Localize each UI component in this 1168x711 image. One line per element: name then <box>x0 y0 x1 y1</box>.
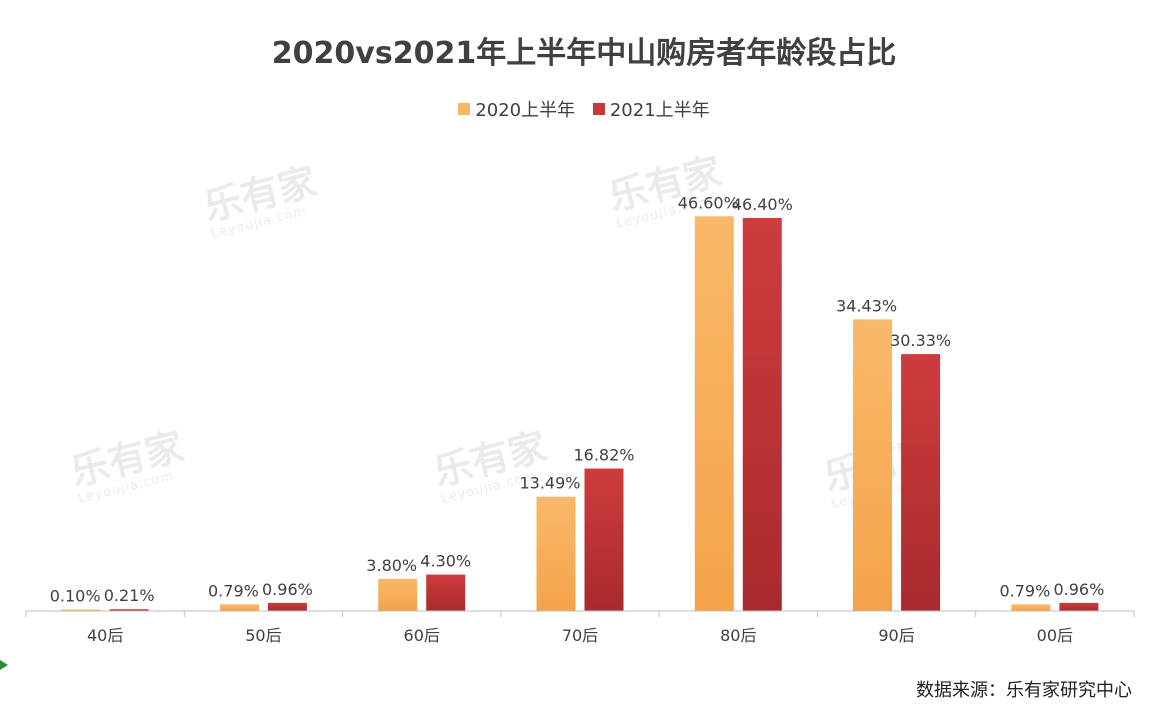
data-label: 3.80% <box>366 556 417 575</box>
legend-swatch-2021 <box>592 103 605 115</box>
legend-item-2021: 2021上半年 <box>592 96 710 122</box>
data-label: 30.33% <box>890 331 951 350</box>
bar-2020-00后 <box>1011 604 1051 611</box>
data-label: 0.21% <box>104 586 155 605</box>
data-label: 0.96% <box>1053 580 1104 599</box>
bar-2021-00后 <box>1059 602 1099 611</box>
bar-2021-60后 <box>426 574 466 611</box>
data-label: 0.79% <box>999 581 1050 600</box>
data-label: 0.79% <box>208 581 259 600</box>
data-labels: 0.10% 0.21% 0.79% 0.96%3.80% 4.30%13.49%16.8… <box>50 193 1105 605</box>
bar-2021-50后 <box>267 602 307 611</box>
data-label: 46.40% <box>732 195 793 214</box>
x-tick-label: 40后 <box>87 626 123 645</box>
x-axis: 40后 50后 60后 70后 80后 90后 00后 <box>25 610 1135 645</box>
bars-group <box>61 216 1099 611</box>
data-label: 16.82% <box>573 446 634 465</box>
bar-2021-70后 <box>584 468 624 611</box>
bar-2021-40后 <box>109 609 149 611</box>
chart-legend: 2020上半年 2021上半年 <box>0 96 1168 122</box>
data-label: 0.10% <box>50 587 101 606</box>
data-label: 46.60% <box>678 193 739 212</box>
legend-label-2020: 2020上半年 <box>475 100 576 121</box>
x-tick-label: 70后 <box>562 626 598 645</box>
x-tick-label: 80后 <box>720 626 756 645</box>
data-label: 0.96% <box>262 580 313 599</box>
legend-label-2021: 2021上半年 <box>609 100 710 121</box>
legend-item-2020: 2020上半年 <box>458 96 575 122</box>
bar-2020-40后 <box>61 609 101 611</box>
x-tick-label: 90后 <box>878 626 914 645</box>
corner-triangle-icon <box>0 660 8 670</box>
x-tick-label: 00后 <box>1037 626 1073 645</box>
data-label: 34.43% <box>836 296 897 315</box>
bar-2020-60后 <box>378 578 418 611</box>
x-tick-label: 60后 <box>404 626 440 645</box>
bar-2021-80后 <box>742 217 782 611</box>
x-tick-label: 50后 <box>245 626 281 645</box>
bar-2020-80后 <box>694 216 734 611</box>
bar-2020-90后 <box>853 319 893 611</box>
chart-title: 2020vs2021年上半年中山购房者年龄段占比 <box>271 36 897 71</box>
legend-swatch-2020 <box>458 103 471 115</box>
bar-2021-90后 <box>901 354 941 611</box>
data-label: 13.49% <box>519 474 580 493</box>
bar-2020-70后 <box>536 496 576 611</box>
data-label: 4.30% <box>420 552 471 571</box>
source-note: 数据来源：乐有家研究中心 <box>916 680 1132 701</box>
bar-2020-50后 <box>219 604 259 611</box>
